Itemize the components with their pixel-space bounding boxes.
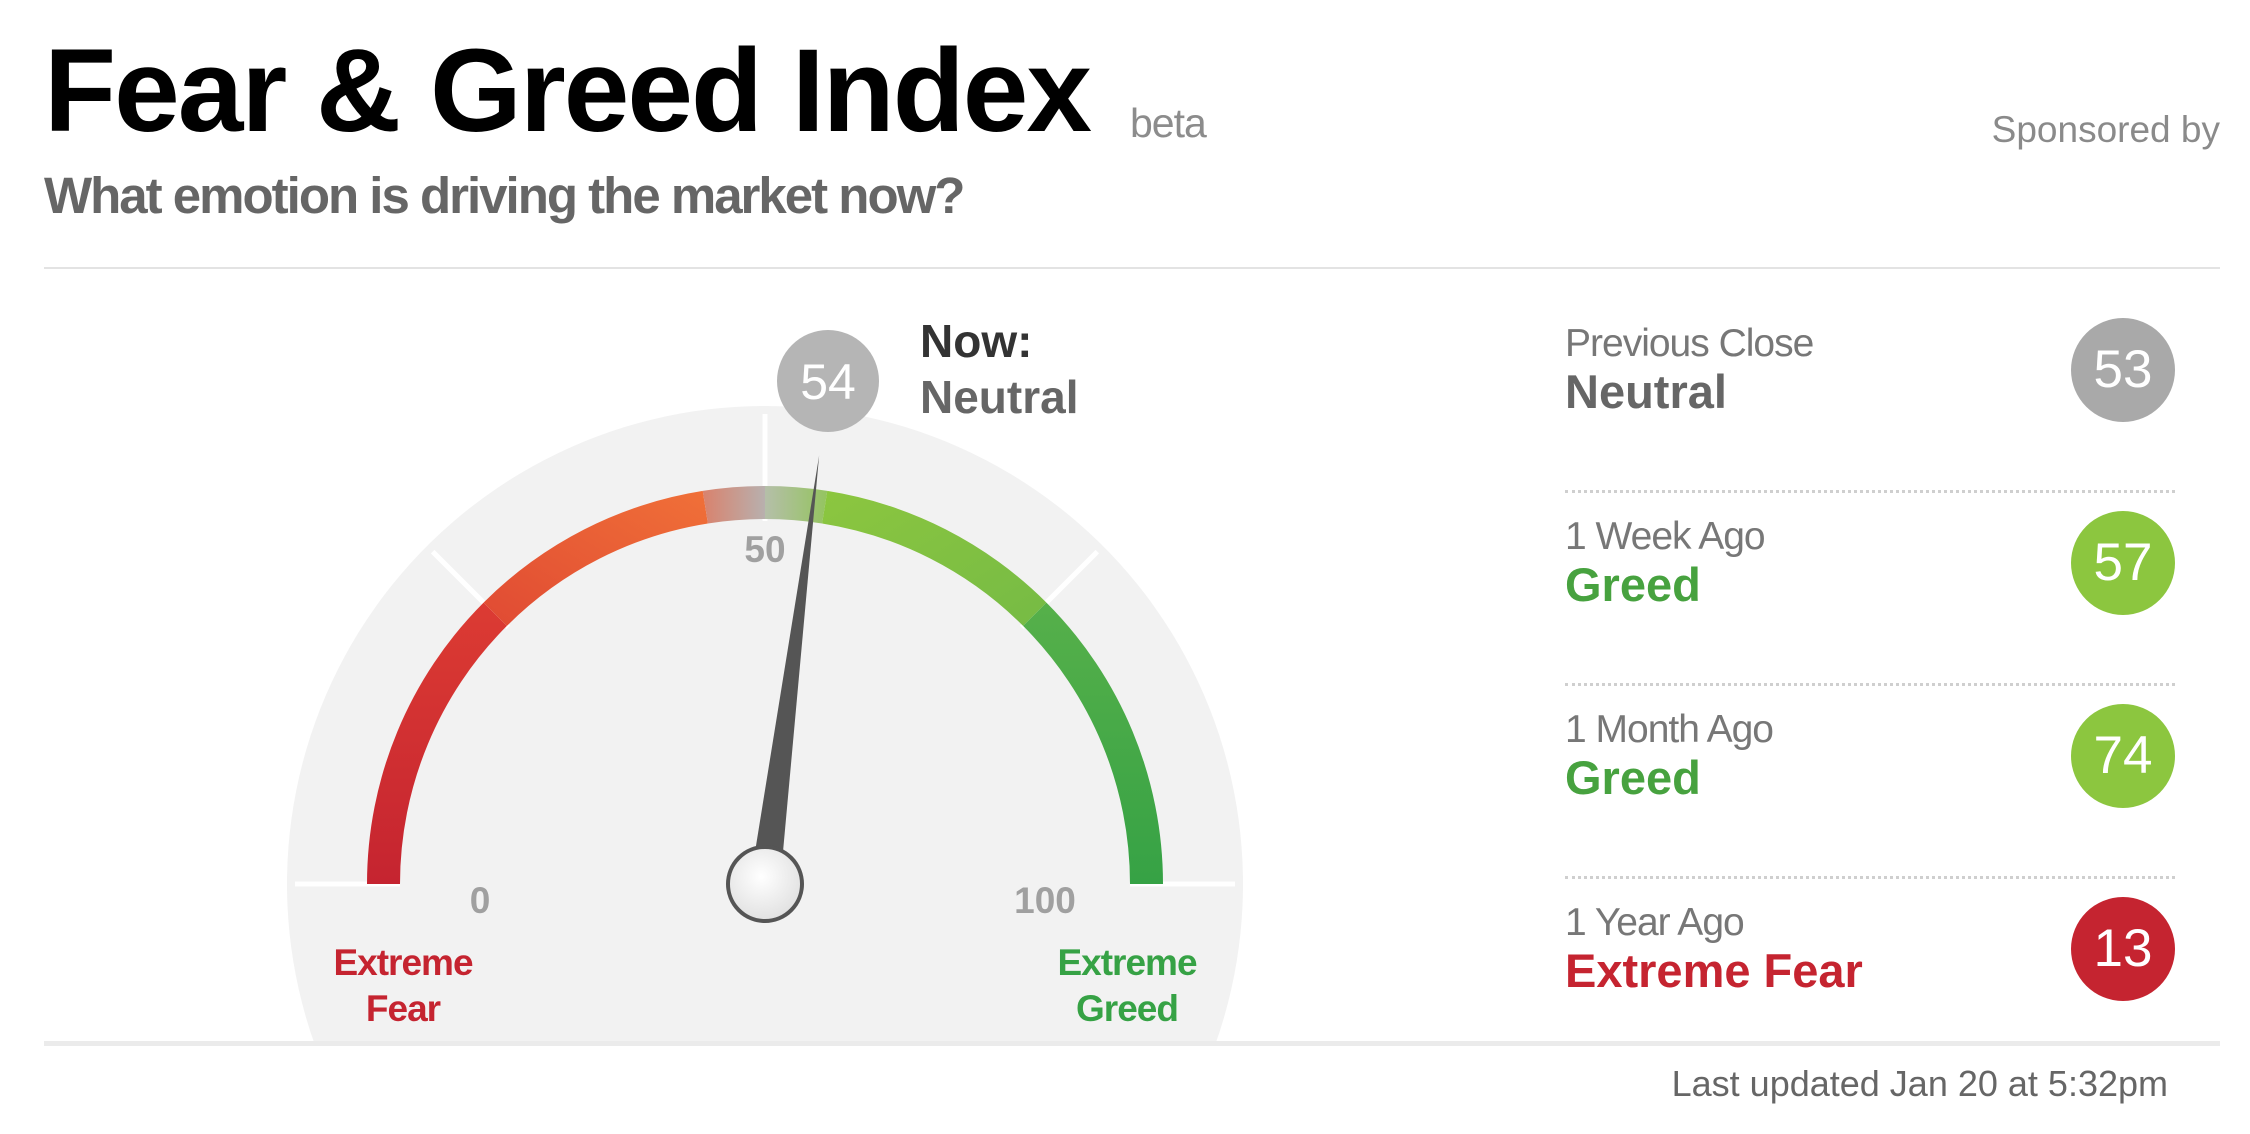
beta-badge: beta	[1130, 100, 1207, 146]
gauge-segment-greed	[822, 490, 1047, 626]
history-item-1-week-ago: 1 Week Ago Greed 57	[1565, 493, 2175, 686]
gauge-segment-extreme-fear	[367, 602, 507, 884]
history-status: Greed	[1565, 558, 1701, 611]
now-status: Neutral	[920, 371, 1079, 423]
history-label: Previous Close	[1565, 322, 1814, 365]
history-value-badge: 53	[2071, 318, 2175, 422]
gauge-needle	[750, 455, 820, 886]
history-status: Greed	[1565, 751, 1701, 804]
page-title: Fear & Greed Index	[44, 25, 1092, 157]
history-status: Neutral	[1565, 365, 1727, 418]
history-value-badge: 13	[2071, 897, 2175, 1001]
gauge-tick-label-100: 100	[1014, 880, 1076, 921]
gauge-background	[287, 405, 1244, 1044]
current-value-badge	[777, 330, 879, 432]
gauge-tick-label-0: 0	[470, 880, 491, 921]
extreme-fear-label-line2: Fear	[366, 988, 441, 1029]
extreme-greed-label-line2: Greed	[1076, 988, 1178, 1029]
history-item-previous-close: Previous Close Neutral 53	[1565, 300, 2175, 493]
history-status: Extreme Fear	[1565, 944, 1863, 997]
gauge-needle-hub	[726, 845, 804, 923]
current-value-number: 54	[800, 354, 856, 410]
gauge-tick-label-50: 50	[744, 529, 785, 570]
gauge-segment-fear	[483, 490, 708, 626]
page-subtitle: What emotion is driving the market now?	[44, 167, 965, 224]
footer-divider	[44, 1041, 2220, 1046]
history-value-badge: 57	[2071, 511, 2175, 615]
header-divider	[44, 267, 2220, 269]
gauge-segment-neutral-left	[702, 486, 765, 524]
history-item-1-year-ago: 1 Year Ago Extreme Fear 13	[1565, 879, 2175, 1072]
history-list: Previous Close Neutral 53 1 Week Ago Gre…	[1565, 300, 2175, 1072]
gauge-segment-neutral-right	[765, 486, 828, 524]
sponsored-by-label: Sponsored by	[1991, 109, 2220, 150]
history-item-1-month-ago: 1 Month Ago Greed 74	[1565, 686, 2175, 879]
history-label: 1 Week Ago	[1565, 515, 1766, 558]
extreme-fear-label-line1: Extreme	[333, 942, 472, 983]
gauge-segment-extreme-greed	[1023, 602, 1163, 884]
history-label: 1 Year Ago	[1565, 901, 1745, 944]
history-value-badge: 74	[2071, 704, 2175, 808]
now-label: Now:	[920, 315, 1033, 367]
last-updated-text: Last updated Jan 20 at 5:32pm	[1671, 1063, 2168, 1104]
history-label: 1 Month Ago	[1565, 708, 1774, 751]
extreme-greed-label-line1: Extreme	[1057, 942, 1196, 983]
